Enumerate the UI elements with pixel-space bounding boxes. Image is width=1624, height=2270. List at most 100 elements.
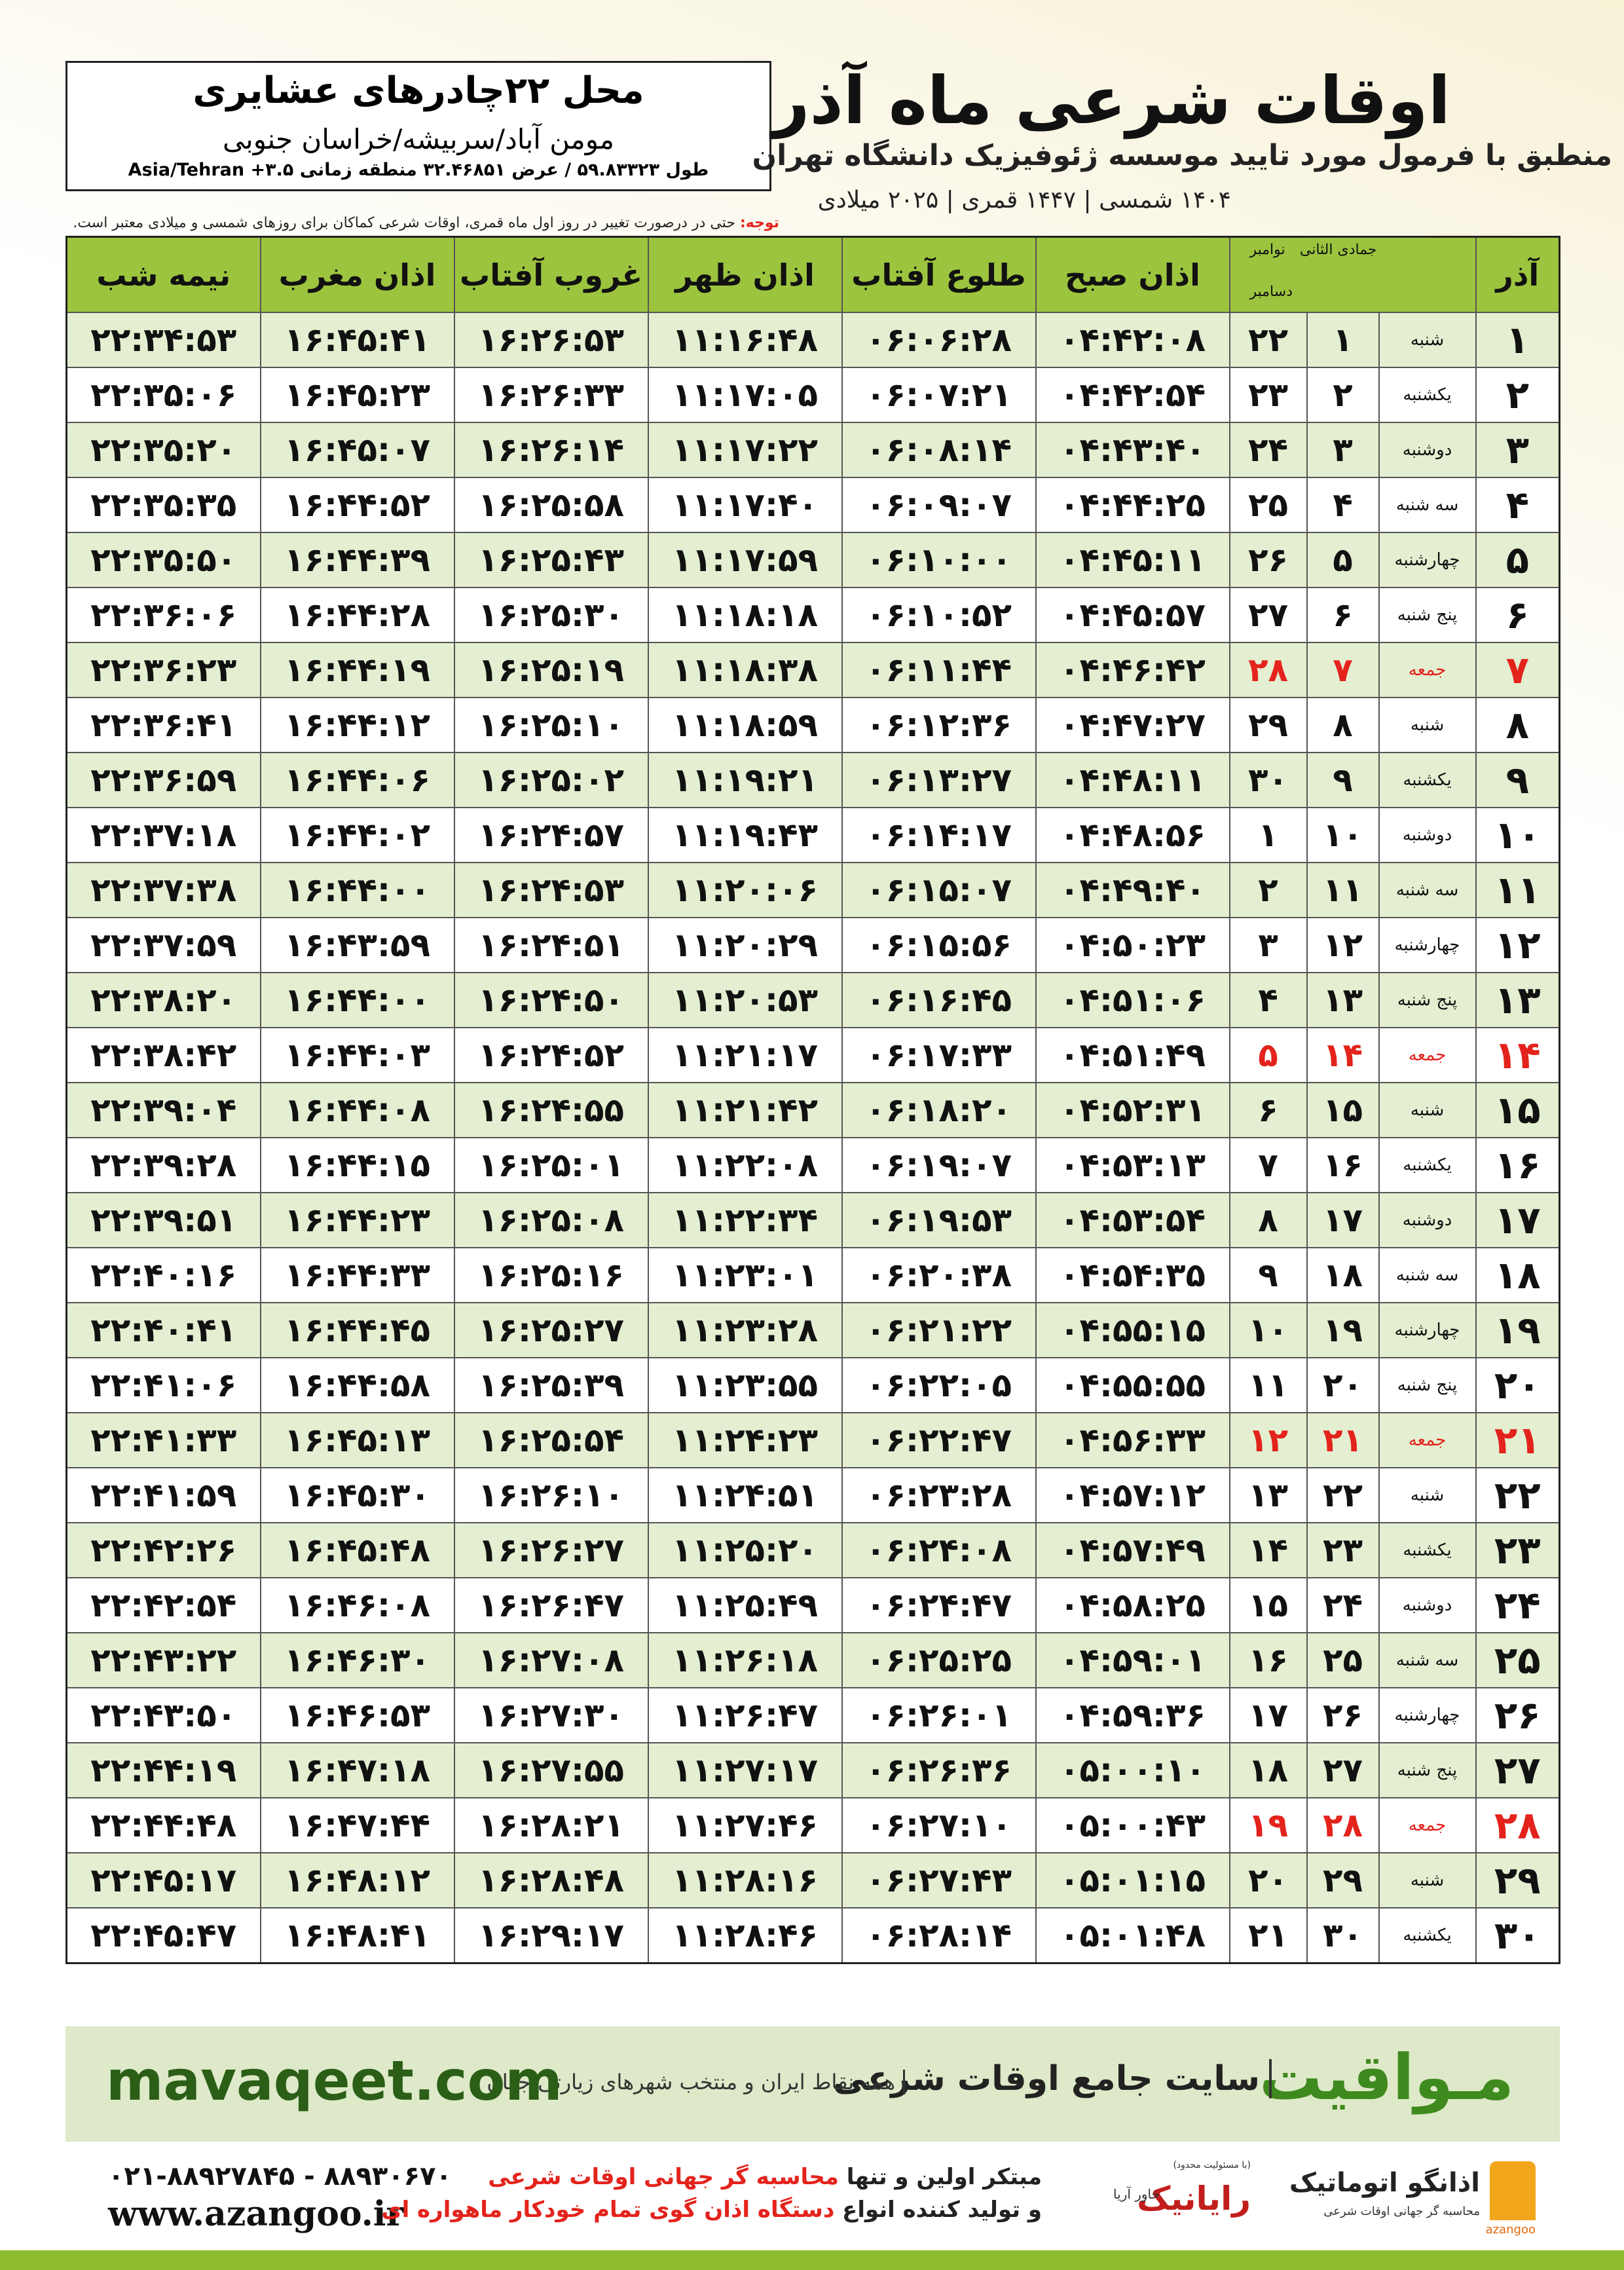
sunset: ۱۶:۲۵:۰۱ — [453, 1137, 649, 1193]
midnight: ۲۲:۴۵:۴۷ — [65, 1907, 261, 1964]
weekday: دوشنبه — [1378, 1192, 1477, 1248]
midnight: ۲۲:۴۲:۵۴ — [65, 1577, 261, 1633]
table-row: ۱۱ سه شنبه ۱۱ ۲ ۰۴:۴۹:۴۰ ۰۶:۱۵:۰۷ ۱۱:۲۰:۰۶ ۱۶:۲… — [65, 862, 1560, 918]
fajr: ۰۴:۴۸:۱۱ — [1035, 752, 1230, 808]
sunrise: ۰۶:۲۰:۳۸ — [841, 1247, 1037, 1303]
midnight: ۲۲:۳۷:۳۸ — [65, 862, 261, 918]
solar-day: ۲۲ — [1475, 1467, 1560, 1523]
fajr: ۰۴:۵۹:۰۱ — [1035, 1632, 1230, 1688]
gregorian-day: ۸ — [1228, 1192, 1308, 1248]
banner: مـواقیت سایت جامع اوقات شرعی همه نقاط ای… — [65, 2026, 1560, 2142]
location-coords: طول ۵۹.۸۳۳۲۳ / عرض ۳۲.۴۶۸۵۱ منطقه زمانی … — [128, 160, 709, 180]
sunset: ۱۶:۲۴:۵۰ — [453, 972, 649, 1028]
lunar-day: ۲۷ — [1306, 1742, 1380, 1798]
sunset: ۱۶:۲۵:۳۹ — [453, 1357, 649, 1413]
sunrise: ۰۶:۲۳:۲۸ — [841, 1467, 1037, 1523]
dhuhr: ۱۱:۱۷:۵۹ — [647, 532, 843, 588]
sunset: ۱۶:۲۵:۰۲ — [453, 752, 649, 808]
maghrib: ۱۶:۴۴:۳۳ — [259, 1247, 455, 1303]
sunset: ۱۶:۲۹:۱۷ — [453, 1907, 649, 1964]
location-name: محل ۲۲چادرهای عشایری — [193, 69, 644, 112]
maghrib: ۱۶:۴۴:۵۲ — [259, 477, 455, 533]
weekday: سه شنبه — [1378, 1247, 1477, 1303]
midnight: ۲۲:۳۴:۵۳ — [65, 312, 261, 368]
lunar-day: ۲۲ — [1306, 1467, 1380, 1523]
time-header: اذان مغرب — [259, 236, 455, 313]
sunrise: ۰۶:۲۲:۰۵ — [841, 1357, 1037, 1413]
midnight: ۲۲:۴۱:۰۶ — [65, 1357, 261, 1413]
sunset: ۱۶:۲۶:۱۰ — [453, 1467, 649, 1523]
lunar-day: ۲۰ — [1306, 1357, 1380, 1413]
sunrise: ۰۶:۲۸:۱۴ — [841, 1907, 1037, 1964]
gregorian-day: ۲۷ — [1228, 587, 1308, 643]
sunset: ۱۶:۲۷:۰۸ — [453, 1632, 649, 1688]
fajr: ۰۴:۵۸:۲۵ — [1035, 1577, 1230, 1633]
midnight: ۲۲:۳۵:۰۶ — [65, 367, 261, 423]
fajr: ۰۴:۵۱:۰۶ — [1035, 972, 1230, 1028]
gregorian-day: ۳ — [1228, 917, 1308, 973]
sunrise: ۰۶:۲۴:۴۷ — [841, 1577, 1037, 1633]
solar-day: ۱۱ — [1475, 862, 1560, 918]
weekday: سه شنبه — [1378, 862, 1477, 918]
fajr: ۰۴:۴۵:۱۱ — [1035, 532, 1230, 588]
lunar-day: ۱۶ — [1306, 1137, 1380, 1193]
sunset: ۱۶:۲۸:۴۸ — [453, 1852, 649, 1908]
fajr: ۰۴:۴۷:۲۷ — [1035, 697, 1230, 753]
sunset: ۱۶:۲۶:۵۳ — [453, 312, 649, 368]
midnight: ۲۲:۴۱:۳۳ — [65, 1412, 261, 1468]
weekday: پنج شنبه — [1378, 1742, 1477, 1798]
sunrise: ۰۶:۰۹:۰۷ — [841, 477, 1037, 533]
maghrib: ۱۶:۴۵:۳۰ — [259, 1467, 455, 1523]
azangoo-latin: azangoo — [1485, 2223, 1536, 2237]
dhuhr: ۱۱:۲۲:۰۸ — [647, 1137, 843, 1193]
sunset: ۱۶:۲۴:۵۱ — [453, 917, 649, 973]
midnight: ۲۲:۳۶:۰۶ — [65, 587, 261, 643]
lunar-day: ۱۰ — [1306, 807, 1380, 863]
time-header: اذان ظهر — [647, 236, 843, 313]
weekday: پنج شنبه — [1378, 972, 1477, 1028]
midnight: ۲۲:۴۴:۴۸ — [65, 1797, 261, 1853]
table-row: ۶ پنج شنبه ۶ ۲۷ ۰۴:۴۵:۵۷ ۰۶:۱۰:۵۲ ۱۱:۱۸:۱۸ ۱۶:۲… — [65, 587, 1560, 643]
table-row: ۱۳ پنج شنبه ۱۳ ۴ ۰۴:۵۱:۰۶ ۰۶:۱۶:۴۵ ۱۱:۲۰:۵۳ ۱۶:… — [65, 972, 1560, 1028]
solar-day: ۲۳ — [1475, 1522, 1560, 1578]
midnight: ۲۲:۴۰:۱۶ — [65, 1247, 261, 1303]
midnight: ۲۲:۴۳:۵۰ — [65, 1687, 261, 1743]
sunrise: ۰۶:۱۴:۱۷ — [841, 807, 1037, 863]
sunset: ۱۶:۲۵:۵۸ — [453, 477, 649, 533]
table-row: ۲۳ یکشنبه ۲۳ ۱۴ ۰۴:۵۷:۴۹ ۰۶:۲۴:۰۸ ۱۱:۲۵:۲۰ ۱۶:۲… — [65, 1522, 1560, 1578]
sunset: ۱۶:۲۸:۲۱ — [453, 1797, 649, 1853]
table-row: ۱ شنبه ۱ ۲۲ ۰۴:۴۲:۰۸ ۰۶:۰۶:۲۸ ۱۱:۱۶:۴۸ ۱۶:۲۶:۵۳… — [65, 312, 1560, 368]
sunrise: ۰۶:۱۶:۴۵ — [841, 972, 1037, 1028]
weekday: جمعه — [1378, 642, 1477, 698]
maghrib: ۱۶:۴۸:۴۱ — [259, 1907, 455, 1964]
solar-day: ۲۱ — [1475, 1412, 1560, 1468]
dhuhr: ۱۱:۱۷:۲۲ — [647, 422, 843, 478]
footer-highlight: محاسبه گر جهانی اوقات شرعی — [488, 2164, 839, 2190]
solar-day: ۱۵ — [1475, 1082, 1560, 1138]
sunrise: ۰۶:۱۹:۰۷ — [841, 1137, 1037, 1193]
sunset: ۱۶:۲۵:۱۶ — [453, 1247, 649, 1303]
solar-day: ۹ — [1475, 752, 1560, 808]
brand: مـواقیت — [1259, 2041, 1514, 2114]
sunrise: ۰۶:۲۷:۱۰ — [841, 1797, 1037, 1853]
subtitle: منطبق با فرمول مورد تایید موسسه ژئوفیزیک… — [752, 139, 1612, 172]
table-row: ۲۹ شنبه ۲۹ ۲۰ ۰۵:۰۱:۱۵ ۰۶:۲۷:۴۳ ۱۱:۲۸:۱۶ ۱۶:۲۸:… — [65, 1852, 1560, 1908]
weekday: یکشنبه — [1378, 1137, 1477, 1193]
table-row: ۳ دوشنبه ۳ ۲۴ ۰۴:۴۳:۴۰ ۰۶:۰۸:۱۴ ۱۱:۱۷:۲۲ ۱۶:۲۶:… — [65, 422, 1560, 478]
weekday: شنبه — [1378, 697, 1477, 753]
midnight: ۲۲:۳۸:۲۰ — [65, 972, 261, 1028]
maghrib: ۱۶:۴۵:۴۸ — [259, 1522, 455, 1578]
footer-text: و تولید کننده انواع — [842, 2197, 1042, 2223]
gregorian-day: ۲۱ — [1228, 1907, 1308, 1964]
sunset: ۱۶:۲۵:۳۰ — [453, 587, 649, 643]
weekday: شنبه — [1378, 1082, 1477, 1138]
midnight: ۲۲:۳۵:۳۵ — [65, 477, 261, 533]
weekday: یکشنبه — [1378, 367, 1477, 423]
gregorian-day: ۲۸ — [1228, 642, 1308, 698]
lunar-day: ۷ — [1306, 642, 1380, 698]
table-row: ۴ سه شنبه ۴ ۲۵ ۰۴:۴۴:۲۵ ۰۶:۰۹:۰۷ ۱۱:۱۷:۴۰ ۱۶:۲۵… — [65, 477, 1560, 533]
solar-day: ۱۳ — [1475, 972, 1560, 1028]
fajr: ۰۴:۵۳:۱۳ — [1035, 1137, 1230, 1193]
prayer-table: آذر جمادی الثانی نوامبر دسامبر اذان صبح ط… — [65, 236, 1561, 1964]
